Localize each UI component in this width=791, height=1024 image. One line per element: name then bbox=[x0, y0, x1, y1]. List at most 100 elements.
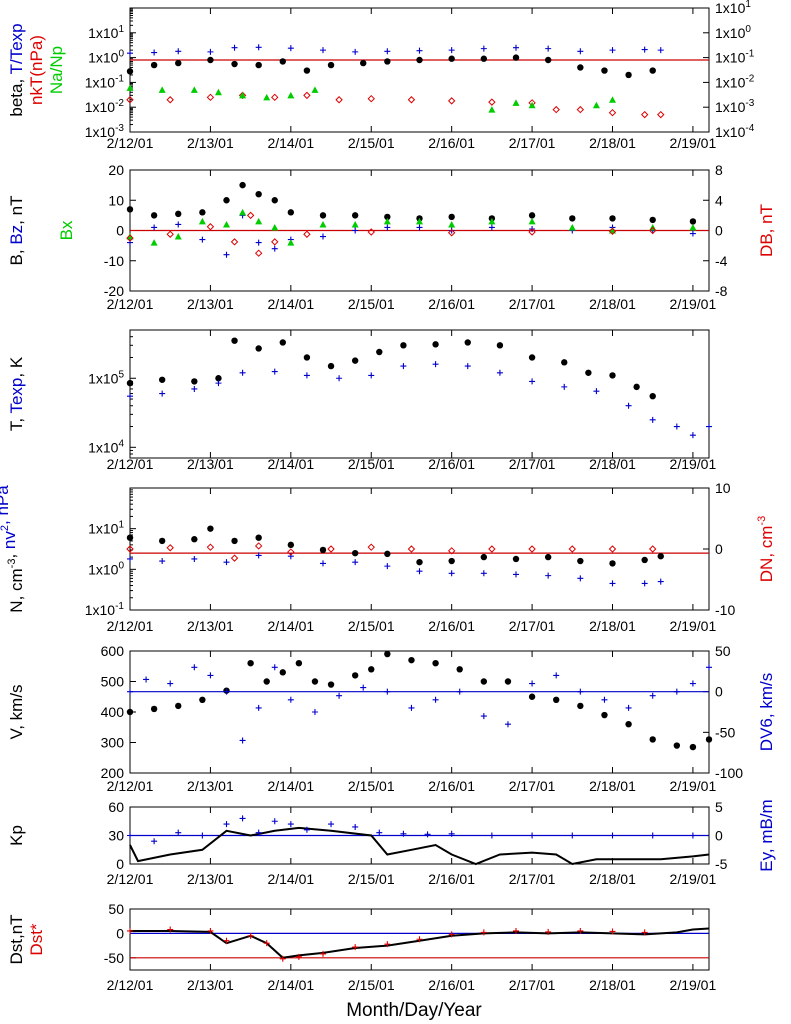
data-point bbox=[255, 829, 262, 836]
x-tick-label: 2/19/01 bbox=[670, 456, 717, 472]
x-tick-label: 2/17/01 bbox=[509, 871, 556, 887]
data-point bbox=[159, 390, 166, 397]
x-tick-label: 2/19/01 bbox=[670, 618, 717, 634]
data-point bbox=[319, 220, 327, 228]
data-point bbox=[247, 660, 254, 667]
data-point bbox=[126, 545, 134, 553]
data-point bbox=[287, 209, 295, 216]
data-point bbox=[649, 832, 656, 839]
data-point bbox=[199, 832, 206, 839]
data-point bbox=[529, 680, 536, 687]
data-point bbox=[351, 672, 359, 679]
x-tick-label: 2/14/01 bbox=[267, 618, 314, 634]
data-point bbox=[496, 342, 504, 349]
data-point bbox=[360, 59, 367, 67]
data-point bbox=[279, 955, 286, 962]
data-point bbox=[206, 223, 215, 231]
data-point bbox=[126, 233, 134, 240]
data-point bbox=[513, 571, 519, 578]
data-point bbox=[150, 212, 158, 219]
data-point bbox=[512, 99, 520, 106]
x-tick-label: 2/15/01 bbox=[348, 456, 395, 472]
x-tick-label: 2/15/01 bbox=[348, 618, 395, 634]
data-point bbox=[214, 88, 222, 96]
series-beta-3 bbox=[126, 84, 616, 113]
data-point bbox=[504, 678, 512, 685]
plot-frame bbox=[129, 650, 710, 774]
data-point bbox=[689, 218, 697, 225]
data-point bbox=[255, 191, 262, 198]
y-axis-label: Dst,nT bbox=[7, 914, 26, 964]
data-point bbox=[191, 536, 198, 543]
data-point bbox=[512, 555, 520, 563]
data-point bbox=[448, 55, 455, 62]
x-tick-label: 2/17/01 bbox=[509, 296, 556, 312]
data-point bbox=[416, 936, 423, 943]
data-point bbox=[384, 650, 391, 658]
data-point bbox=[207, 56, 214, 64]
data-point bbox=[231, 537, 238, 545]
data-point bbox=[488, 224, 495, 231]
data-point bbox=[239, 737, 246, 744]
y-axis-label-3: Na/Np bbox=[47, 46, 66, 94]
data-point bbox=[271, 223, 279, 231]
data-point bbox=[649, 692, 656, 699]
x-tick-label: 2/16/01 bbox=[428, 871, 475, 887]
data-point bbox=[254, 249, 263, 257]
data-point bbox=[127, 555, 133, 562]
data-point bbox=[295, 660, 303, 667]
y-tick-label: 30 bbox=[108, 828, 124, 844]
y2-tick-label: 1x10-1 bbox=[715, 49, 755, 66]
x-tick-label: 2/16/01 bbox=[428, 456, 475, 472]
x-tick-label: 2/13/01 bbox=[187, 778, 234, 794]
data-point bbox=[126, 534, 134, 541]
y-tick-label: 0 bbox=[116, 856, 124, 872]
data-point bbox=[367, 228, 375, 236]
y-tick-label: 400 bbox=[101, 704, 125, 720]
series-kp-0 bbox=[129, 826, 710, 866]
data-point bbox=[384, 224, 391, 231]
series-v-1 bbox=[127, 664, 712, 744]
data-point bbox=[239, 369, 246, 376]
data-point bbox=[191, 555, 198, 562]
data-point bbox=[552, 105, 560, 114]
data-point bbox=[416, 47, 423, 54]
x-tick-label: 2/17/01 bbox=[509, 135, 556, 151]
data-point bbox=[609, 580, 616, 587]
data-point bbox=[319, 212, 327, 219]
x-tick-label: 2/14/01 bbox=[267, 778, 314, 794]
data-point bbox=[641, 580, 648, 587]
data-point bbox=[689, 230, 696, 237]
data-point bbox=[191, 378, 198, 385]
data-point bbox=[158, 537, 166, 545]
data-point bbox=[689, 680, 696, 687]
data-point bbox=[126, 68, 134, 75]
data-point bbox=[529, 832, 536, 839]
data-point bbox=[303, 67, 311, 74]
x-tick-label: 2/12/01 bbox=[107, 871, 154, 887]
data-point bbox=[263, 678, 270, 685]
data-point bbox=[416, 56, 423, 64]
data-point bbox=[206, 543, 215, 551]
data-point bbox=[432, 696, 439, 703]
data-point bbox=[191, 385, 198, 392]
data-point bbox=[223, 220, 230, 228]
y2-tick-label: 1x10-2 bbox=[715, 73, 755, 90]
data-point bbox=[335, 96, 343, 104]
plot-frame bbox=[129, 7, 710, 133]
data-point bbox=[649, 736, 656, 743]
y2-tick-label: 1x100 bbox=[715, 24, 751, 41]
y2-tick-label: -5 bbox=[715, 856, 728, 872]
y-axis-label-3: Bx bbox=[57, 220, 76, 240]
data-point bbox=[673, 742, 681, 749]
data-point bbox=[271, 818, 278, 825]
data-point bbox=[609, 832, 616, 839]
data-point bbox=[448, 570, 455, 577]
data-point bbox=[625, 71, 632, 79]
data-point bbox=[207, 672, 214, 679]
data-point bbox=[569, 832, 576, 839]
data-point bbox=[488, 98, 496, 106]
data-point bbox=[609, 372, 616, 379]
data-point bbox=[127, 50, 133, 57]
x-tick-label: 2/18/01 bbox=[589, 296, 636, 312]
